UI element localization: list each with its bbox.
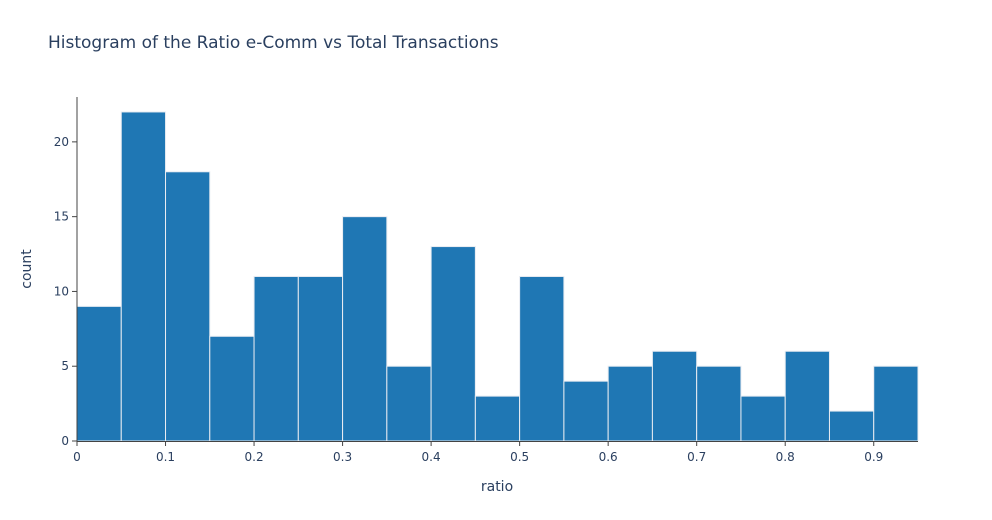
axes-layer: [76, 97, 918, 442]
histogram-bar: [474, 395, 521, 442]
x-axis-ticks: 0 0.1 0.2 0.3 0.4 0.5 0.6 0.7 0.8 0.9: [73, 441, 883, 464]
y-tick-label: 15: [54, 210, 69, 224]
x-tick-label: 0.3: [333, 450, 352, 464]
y-tick-label: 20: [54, 135, 69, 149]
x-tick-label: 0.4: [422, 450, 441, 464]
histogram-bar: [784, 350, 830, 442]
x-tick-label: 0.2: [245, 450, 264, 464]
histogram-bar: [120, 111, 167, 442]
x-tick-label: 0.7: [687, 450, 706, 464]
y-axis-label: count: [19, 249, 35, 289]
histogram-bar: [740, 395, 786, 442]
x-tick-label: 0.5: [510, 450, 529, 464]
histogram-bar: [253, 275, 299, 442]
histogram-bar: [563, 380, 609, 442]
histogram-bar: [607, 365, 653, 442]
histogram-bar: [342, 216, 388, 442]
bars-layer: [76, 111, 919, 442]
histogram-bar: [696, 365, 742, 442]
x-tick-label: 0.1: [156, 450, 175, 464]
chart-title: Histogram of the Ratio e-Comm vs Total T…: [48, 33, 499, 53]
x-tick-label: 0.8: [776, 450, 795, 464]
x-axis-label: ratio: [481, 479, 513, 495]
histogram-bar: [430, 246, 476, 442]
histogram-bar: [165, 171, 211, 442]
histogram-bar: [209, 335, 255, 442]
y-tick-label: 10: [54, 284, 69, 298]
x-tick-label: 0.9: [864, 450, 883, 464]
histogram-bar: [873, 365, 919, 442]
histogram-bar: [297, 275, 344, 442]
histogram-bar: [651, 350, 698, 442]
histogram-bar: [386, 365, 432, 442]
y-tick-label: 5: [61, 359, 69, 373]
x-tick-label: 0.6: [599, 450, 618, 464]
histogram-bar: [76, 305, 122, 442]
histogram-bar: [519, 275, 565, 442]
y-tick-label: 0: [61, 434, 69, 448]
histogram-bar: [828, 410, 875, 442]
x-tick-label: 0: [73, 450, 81, 464]
y-axis-ticks: 0 5 10 15 20: [54, 135, 77, 448]
